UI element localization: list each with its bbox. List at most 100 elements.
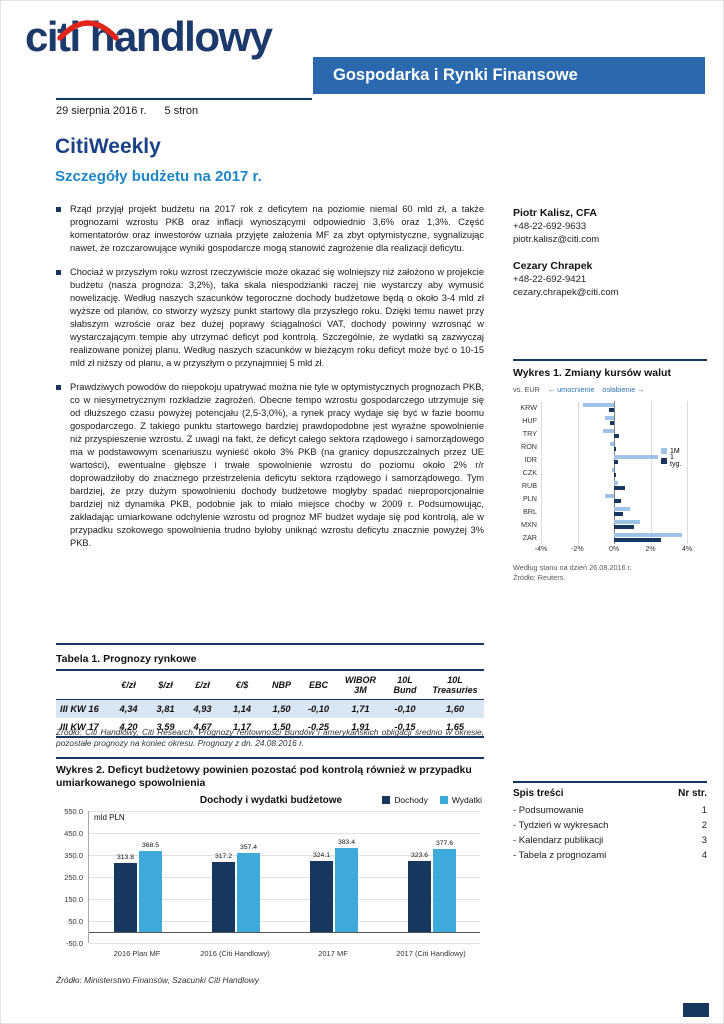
table-header-row: €/zł $/zł £/zł €/$ NBP EBC WIBOR 3M 10L Bund 10L… [56, 669, 484, 700]
report-title: CitiWeekly [55, 135, 161, 158]
toc-page-column-header: Nr str. [678, 788, 707, 799]
gridline [614, 401, 615, 544]
x-category-label: 2016 Plan MF [113, 949, 161, 958]
gridline [89, 921, 480, 922]
bar-RUB-1 tyg. [614, 486, 625, 490]
contact-name: Cezary Chrapek [513, 260, 593, 272]
data-label: 383.4 [337, 838, 355, 846]
contact-email[interactable]: cezary.chrapek@citi.com [513, 287, 619, 298]
y-tick-label: 350.0 [64, 851, 83, 860]
gridline [89, 943, 480, 944]
bar-2016 (Citi Handlowy)-Dochody [212, 862, 235, 932]
table-cell: 4,67 [184, 718, 221, 738]
y-tick-label: -50.0 [65, 939, 83, 948]
chart2-plot-area: 313.8 368.5 317.2 357.4 324.1 383.4 323.6 377.6 [88, 811, 480, 944]
toc-item[interactable]: - Kalendarz publikacji 3 [513, 833, 707, 848]
table-cell: 1,17 [221, 718, 263, 738]
gridline [89, 877, 480, 878]
column-header: EBC [300, 669, 337, 700]
table-cell: -0,10 [300, 699, 337, 718]
toc-item-page: 1 [701, 805, 707, 816]
toc-item-page: 3 [701, 835, 707, 846]
table-cell: 4,20 [110, 718, 147, 738]
chart1-source-note: Źródło: Reuters. [513, 572, 566, 582]
bar-KRW-1 tyg. [608, 408, 614, 412]
logo-suffix: handlowy [89, 13, 273, 60]
publication-date: 29 sierpnia 2016 r. [56, 105, 147, 117]
data-label: 377.6 [435, 839, 453, 847]
section-banner: Gospodarka i Rynki Finansowe [313, 57, 705, 94]
bar-2016 Plan MF-Dochody [114, 862, 137, 932]
table-cell: 1,60 [426, 699, 484, 718]
x-category-label: 2017 MF [318, 949, 348, 958]
category-label: RUB [521, 481, 537, 490]
table-source-note: Źródło: Citi Handlowy, Citi Research. Pr… [56, 727, 484, 748]
bar-HUF-1M [604, 416, 614, 420]
table-cell: 4,34 [110, 699, 147, 718]
bullet-marker-icon [56, 270, 61, 275]
chart1-axis-note: vs. EUR [513, 385, 540, 394]
legend-item: Wydatki [439, 795, 482, 805]
category-label: RON [521, 442, 537, 451]
bar-MXN-1 tyg. [614, 525, 635, 529]
x-tick-label: 2% [645, 546, 656, 553]
toc-item[interactable]: - Tabela z prognozami 4 [513, 848, 707, 863]
gridline [89, 811, 480, 812]
data-label: 368.5 [141, 841, 159, 849]
table-cell: 4,93 [184, 699, 221, 718]
forecast-table: €/zł $/zł £/zł €/$ NBP EBC WIBOR 3M 10L Bund 10L… [56, 669, 484, 738]
bar-PLN-1 tyg. [614, 499, 622, 503]
contact-phone: +48-22-692-9633 [513, 221, 587, 232]
chart2-source-note: Źródło: Ministerstwo Finansów, Szacunki … [56, 975, 259, 985]
fx-change-chart: vs. EUR ← umocnienie osłabienie → KRW HUF TR… [513, 385, 707, 585]
data-label: 317.2 [214, 853, 232, 861]
toc-item[interactable]: - Tydzień w wykresach 2 [513, 818, 707, 833]
y-tick-label: 450.0 [64, 829, 83, 838]
bar-CZK-1 tyg. [614, 473, 616, 477]
contact-email[interactable]: piotr.kalisz@citi.com [513, 234, 600, 245]
annotation-strengthening: ← umocnienie [547, 385, 595, 394]
category-label: BRL [523, 507, 537, 516]
toc-item-label: - Tabela z prognozami [513, 850, 607, 861]
table-cell: 1,65 [426, 718, 484, 738]
table-cell: 1,14 [221, 699, 263, 718]
category-label: HUF [522, 416, 537, 425]
x-axis-line [89, 932, 480, 933]
table-cell: 1,91 [337, 718, 384, 738]
annotation-weakening: osłabienie → [602, 385, 645, 394]
bullet-marker-icon [56, 207, 61, 212]
x-tick-label: -4% [534, 546, 548, 553]
analyst-contacts: Piotr Kalisz, CFA +48-22-692-9633 piotr.ka… [513, 206, 707, 312]
citi-arc-icon [57, 20, 119, 41]
logo-brand: citi [25, 13, 81, 60]
bar-KRW-1M [582, 403, 614, 407]
table-cell: -0,10 [384, 699, 426, 718]
chart2-x-tick-labels: 2016 Plan MF 2016 (Citi Handlowy) 2017 MF 2… [88, 947, 480, 969]
toc-item[interactable]: - Podsumowanie 1 [513, 803, 707, 818]
chart1-title: Wykres 1. Zmiany kursów walut [513, 367, 671, 379]
x-tick-label: 0% [608, 546, 620, 553]
category-label: PLN [523, 494, 537, 503]
bar-2017 (Citi Handlowy)-Dochody [408, 860, 431, 932]
bar-HUF-1 tyg. [610, 421, 614, 425]
section-divider [56, 757, 484, 759]
contact-name: Piotr Kalisz, CFA [513, 207, 598, 219]
header-divider [56, 98, 312, 100]
chart1-plot-area: 1M 1 tyg. [541, 401, 688, 544]
y-tick-label: 550.0 [64, 807, 83, 816]
bullet-item: Rząd przyjął projekt budżetu na 2017 rok… [56, 203, 484, 255]
legend-item: 1 tyg. [661, 454, 685, 468]
legend-swatch [382, 796, 391, 804]
chart2-heading: Wykres 2. Deficyt budżetowy powinien poz… [56, 764, 472, 789]
column-header: €/$ [221, 669, 263, 700]
sidebar-divider [513, 781, 707, 783]
x-category-label: 2016 (Citi Handlowy) [200, 949, 270, 958]
data-label: 324.1 [312, 851, 330, 859]
table-row: III KW 17 4,20 3,59 4,67 1,17 1,50 -0,25 1,91 -0… [56, 718, 484, 738]
gridline [650, 401, 652, 544]
bar-ZAR-1M [614, 533, 682, 537]
legend-label: Dochody [394, 795, 428, 805]
chart1-legend: 1M 1 tyg. [659, 445, 687, 468]
column-header: 10L Treasuries [426, 669, 484, 700]
